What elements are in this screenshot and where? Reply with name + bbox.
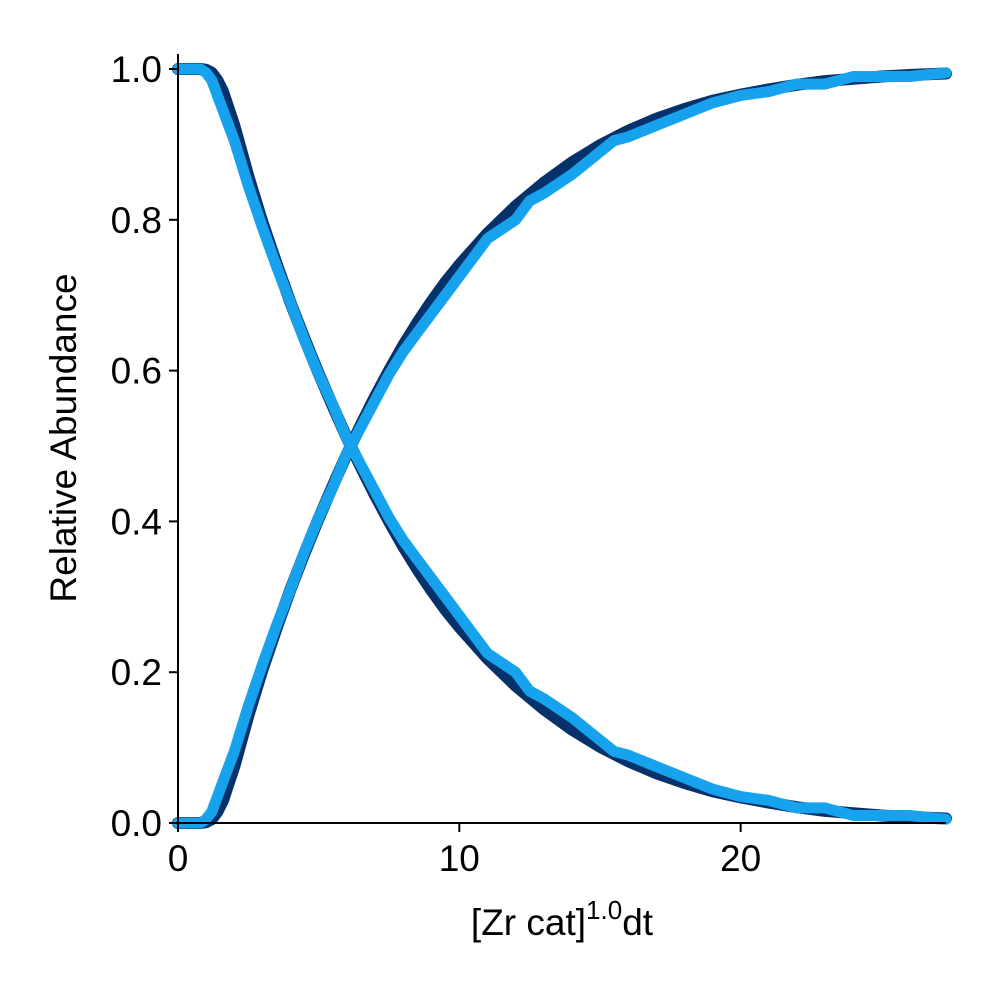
y-tick-label: 0.6	[111, 351, 162, 392]
series-line-data-2	[172, 63, 952, 825]
y-tick-label: 0.4	[111, 501, 162, 542]
x-tick-label: 20	[720, 838, 761, 879]
x-axis-label-suffix: dt	[622, 902, 654, 943]
x-tick-label: 0	[168, 838, 189, 879]
series-line-data-3	[172, 67, 952, 829]
x-axis-label-superscript: 1.0	[586, 895, 622, 925]
x-axis-label: [Zr cat]1.0dt	[471, 895, 654, 943]
y-tick-label: 0.0	[111, 803, 162, 844]
y-axis-label: Relative Abundance	[43, 273, 84, 602]
y-tick-label: 0.8	[111, 200, 162, 241]
tick-layer: 0 10 20 0.0 0.2 0.4 0.6 0.8 1.0	[111, 49, 762, 879]
series-layer	[172, 63, 952, 829]
y-tick-label: 0.2	[111, 652, 162, 693]
x-axis-label-base: [Zr cat]	[471, 902, 586, 943]
y-tick-label: 1.0	[111, 49, 162, 90]
x-tick-label: 10	[439, 838, 480, 879]
